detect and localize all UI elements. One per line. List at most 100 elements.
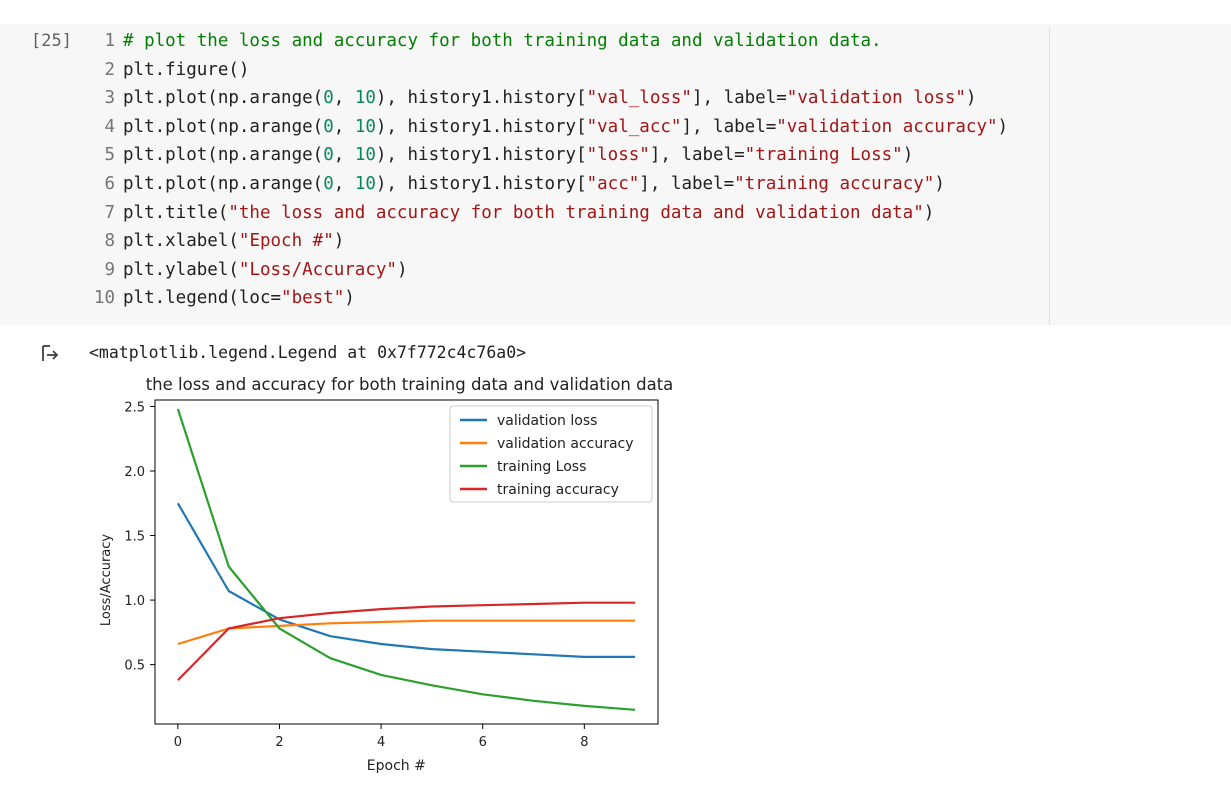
legend-label: training Loss [497, 459, 586, 475]
legend-label: validation loss [497, 413, 597, 429]
legend-box [449, 405, 653, 503]
code-token: ) [965, 88, 977, 109]
code-token: "validation loss" [786, 88, 966, 109]
code-token: plt.xlabel( [123, 231, 239, 252]
code-line: 5 plt.plot(np.arange(0, 10), history1.his… [90, 143, 913, 167]
code-token: ) [923, 202, 935, 223]
code-text: plt.plot(np.arange(0, 10), history1.hist… [115, 117, 1008, 137]
code-text: plt.plot(np.arange(0, 10), history1.hist… [115, 174, 945, 194]
code-token: "training Loss" [744, 145, 903, 166]
code-token: ), history1.history[ [375, 145, 587, 166]
line-number: 4 [104, 116, 115, 137]
y-tick-label: 2.5 [124, 400, 145, 415]
series-line [176, 408, 636, 711]
y-tick-label: 0.5 [124, 659, 145, 674]
code-token: ], label= [649, 145, 745, 166]
code-token: , [333, 145, 355, 166]
x-axis-label: Epoch # [367, 758, 426, 774]
legend-label: validation accuracy [497, 436, 634, 452]
output-arrow-icon [42, 345, 59, 361]
code-text: plt.plot(np.arange(0, 10), history1.hist… [115, 145, 913, 165]
code-line: 1 # plot the loss and accuracy for both t… [90, 29, 882, 53]
code-text: # plot the loss and accuracy for both tr… [115, 31, 882, 51]
line-number: 5 [104, 145, 115, 166]
code-line: 6 plt.plot(np.arange(0, 10), history1.his… [90, 172, 945, 196]
plot-frame [154, 399, 659, 725]
code-token: ), history1.history[ [375, 116, 587, 137]
code-cell[interactable] [0, 24, 1231, 325]
code-token: "val_loss" [586, 88, 692, 109]
line-number: 8 [104, 231, 115, 252]
code-token: plt.legend(loc= [123, 288, 282, 309]
code-token: 10 [354, 116, 376, 137]
code-token: ], label= [691, 88, 787, 109]
code-token: plt.figure() [123, 59, 250, 80]
code-token: "Epoch #" [238, 231, 334, 252]
line-number: 7 [104, 202, 115, 223]
code-token: ], label= [681, 116, 777, 137]
x-tick-label: 6 [479, 735, 487, 750]
code-token: ), history1.history[ [375, 88, 587, 109]
code-line: 3 plt.plot(np.arange(0, 10), history1.his… [90, 86, 976, 110]
code-token: "acc" [586, 174, 640, 194]
code-token: 10 [354, 88, 376, 109]
x-tick-label: 2 [275, 735, 283, 750]
code-line: 8 plt.xlabel("Epoch #") [90, 229, 344, 253]
code-text: plt.ylabel("Loss/Accuracy") [115, 260, 408, 280]
code-token: ), history1.history[ [375, 174, 587, 194]
line-number: 9 [104, 259, 115, 280]
code-token: "training accuracy" [734, 174, 935, 194]
code-token: plt.plot(np.arange( [123, 145, 324, 166]
code-token: , [333, 116, 355, 137]
code-line: 7 plt.title("the loss and accuracy for bo… [90, 201, 934, 225]
code-token: ) [902, 145, 914, 166]
code-line: 4 plt.plot(np.arange(0, 10), history1.his… [90, 115, 1008, 139]
code-token: 0 [323, 88, 334, 109]
code-text: plt.title("the loss and accuracy for bot… [115, 203, 934, 223]
code-token: plt.plot(np.arange( [123, 116, 324, 137]
code-token: 0 [323, 174, 334, 194]
code-token: 0 [323, 145, 334, 166]
code-text: plt.plot(np.arange(0, 10), history1.hist… [115, 88, 976, 108]
code-token: ) [396, 259, 408, 280]
y-tick-label: 1.5 [124, 530, 145, 545]
code-text: plt.xlabel("Epoch #") [115, 231, 344, 251]
code-token: ], label= [639, 174, 735, 194]
chart-title: the loss and accuracy for both training … [146, 375, 674, 394]
code-token: , [333, 174, 355, 194]
x-tick-label: 4 [377, 735, 385, 750]
code-token: plt.plot(np.arange( [123, 174, 324, 194]
code-line: 2 plt.figure() [90, 58, 249, 82]
line-number: 10 [93, 288, 115, 309]
editor-ruler [1049, 27, 1050, 325]
series-line [177, 601, 636, 681]
code-token: , [333, 88, 355, 109]
code-text: plt.figure() [115, 60, 249, 80]
code-token: ) [934, 174, 945, 194]
code-token: "the loss and accuracy for both training… [228, 202, 924, 223]
code-token: ) [333, 231, 345, 252]
line-number: 3 [104, 88, 115, 109]
code-token: plt.ylabel( [123, 259, 239, 280]
code-line: 9 plt.ylabel("Loss/Accuracy") [90, 258, 408, 282]
x-tick-label: 8 [580, 735, 588, 750]
series-line [177, 619, 636, 646]
output-text: <matplotlib.legend.Legend at 0x7f772c4c7… [89, 343, 527, 362]
y-tick-label: 2.0 [124, 465, 145, 480]
code-token: ) [997, 116, 1009, 137]
code-text: plt.legend(loc="best") [115, 288, 355, 308]
code-line: 10 plt.legend(loc="best") [90, 286, 355, 310]
code-token: 0 [323, 116, 334, 137]
code-token: "Loss/Accuracy" [238, 259, 397, 280]
code-token: ) [344, 288, 355, 309]
code-token: 10 [354, 174, 376, 194]
y-tick-label: 1.0 [124, 594, 145, 609]
line-number: 2 [104, 59, 115, 80]
legend-label: training accuracy [497, 482, 619, 498]
execution-count: [25] [31, 31, 72, 51]
series-line [176, 502, 636, 659]
code-token: 10 [354, 145, 376, 166]
code-token: "best" [281, 288, 345, 309]
code-token: plt.plot(np.arange( [123, 88, 324, 109]
